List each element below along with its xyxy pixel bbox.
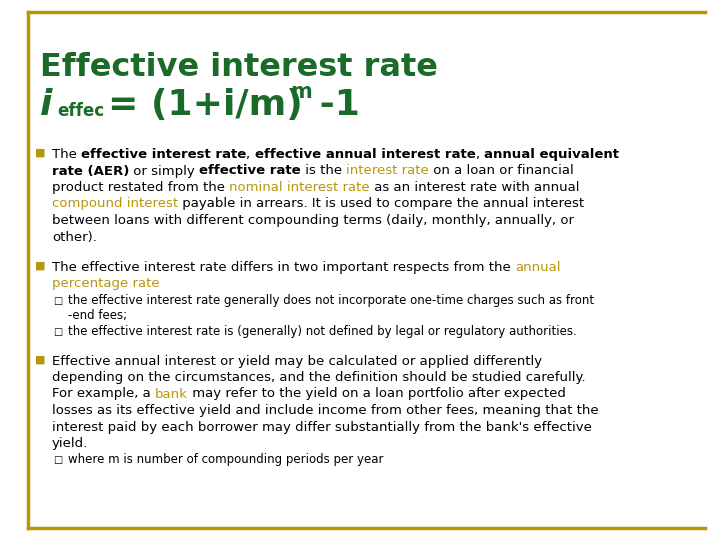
Text: Effective annual interest or yield may be calculated or applied differently: Effective annual interest or yield may b… bbox=[52, 354, 542, 368]
Text: between loans with different compounding terms (daily, monthly, annually, or: between loans with different compounding… bbox=[52, 214, 574, 227]
Text: Effective interest rate: Effective interest rate bbox=[40, 52, 438, 83]
Text: depending on the circumstances, and the definition should be studied carefully.: depending on the circumstances, and the … bbox=[52, 371, 585, 384]
Text: The effective interest rate differs in two important respects from the: The effective interest rate differs in t… bbox=[52, 261, 515, 274]
Text: □: □ bbox=[53, 327, 62, 337]
Text: the effective interest rate generally does not incorporate one-time charges such: the effective interest rate generally do… bbox=[68, 294, 594, 307]
Text: annual equivalent: annual equivalent bbox=[484, 148, 619, 161]
Text: payable in arrears. It is used to compare the annual interest: payable in arrears. It is used to compar… bbox=[178, 198, 584, 211]
Text: -1: -1 bbox=[307, 88, 360, 122]
Text: = (1+i/m): = (1+i/m) bbox=[108, 88, 302, 122]
Text: or simply: or simply bbox=[130, 165, 199, 178]
Text: yield.: yield. bbox=[52, 437, 89, 450]
Text: annual: annual bbox=[515, 261, 560, 274]
Text: rate (AER): rate (AER) bbox=[52, 165, 130, 178]
Text: effective interest rate: effective interest rate bbox=[81, 148, 246, 161]
Text: on a loan or financial: on a loan or financial bbox=[429, 165, 574, 178]
Text: ■: ■ bbox=[35, 354, 45, 364]
Text: □: □ bbox=[53, 456, 62, 465]
Text: For example, a: For example, a bbox=[52, 388, 155, 401]
Text: m: m bbox=[290, 82, 312, 102]
Text: ■: ■ bbox=[35, 148, 45, 158]
Text: is the: is the bbox=[301, 165, 346, 178]
Text: as an interest rate with annual: as an interest rate with annual bbox=[370, 181, 580, 194]
Text: interest paid by each borrower may differ substantially from the bank's effectiv: interest paid by each borrower may diffe… bbox=[52, 421, 592, 434]
Text: nominal interest rate: nominal interest rate bbox=[229, 181, 370, 194]
Text: ,: , bbox=[475, 148, 484, 161]
Text: where m is number of compounding periods per year: where m is number of compounding periods… bbox=[68, 454, 384, 467]
Text: interest rate: interest rate bbox=[346, 165, 429, 178]
Text: bank: bank bbox=[155, 388, 188, 401]
Text: percentage rate: percentage rate bbox=[52, 278, 160, 291]
Text: The: The bbox=[52, 148, 81, 161]
Text: losses as its effective yield and include income from other fees, meaning that t: losses as its effective yield and includ… bbox=[52, 404, 598, 417]
Text: i: i bbox=[40, 88, 53, 122]
Text: may refer to the yield on a loan portfolio after expected: may refer to the yield on a loan portfol… bbox=[188, 388, 566, 401]
Text: □: □ bbox=[53, 296, 62, 306]
Text: other).: other). bbox=[52, 231, 97, 244]
Text: -end fees;: -end fees; bbox=[68, 309, 127, 322]
Text: effec: effec bbox=[57, 102, 104, 120]
Text: effective rate: effective rate bbox=[199, 165, 301, 178]
Text: product restated from the: product restated from the bbox=[52, 181, 229, 194]
Text: compound interest: compound interest bbox=[52, 198, 178, 211]
Text: the effective interest rate is (generally) not defined by legal or regulatory au: the effective interest rate is (generall… bbox=[68, 325, 577, 338]
Text: ,: , bbox=[246, 148, 255, 161]
Text: effective annual interest rate: effective annual interest rate bbox=[255, 148, 475, 161]
Text: ■: ■ bbox=[35, 261, 45, 271]
